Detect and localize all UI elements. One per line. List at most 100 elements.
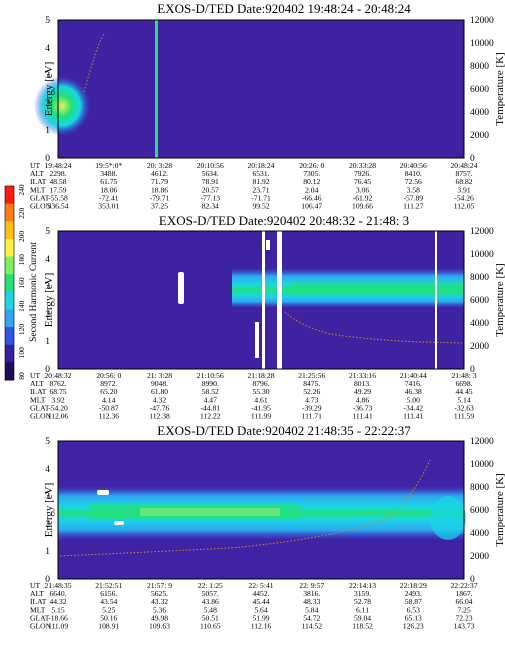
panel-2-y2tick-4: 8000 — [470, 273, 489, 283]
table-cell: 55.30 — [252, 387, 269, 396]
table-cell: 112.38 — [149, 412, 170, 421]
table-cell: 8990. — [202, 379, 219, 388]
table-cell: 80.12 — [303, 177, 320, 186]
table-cell: 8475. — [303, 379, 320, 388]
table-row-label: GLAT — [30, 193, 50, 202]
table-cell: 52.26 — [303, 387, 320, 396]
table-cell: -72.41 — [99, 193, 119, 202]
table-row-label: UT — [30, 161, 40, 170]
table-cell: 51.99 — [252, 613, 269, 622]
table-cell: 22: 5:41 — [248, 581, 273, 590]
table-cell: 1867. — [455, 589, 472, 598]
table-cell: -41.95 — [251, 403, 271, 412]
panel-2-saturation-patch-1 — [178, 272, 184, 304]
table-cell: 76.45 — [354, 177, 371, 186]
panel-3-saturation-patch-1 — [97, 490, 109, 495]
table-cell: -79.71 — [150, 193, 170, 202]
table-cell: 21:10:56 — [197, 371, 224, 380]
table-cell: -34.42 — [403, 403, 423, 412]
panel-3-y2tick-1: 2000 — [470, 552, 489, 562]
table-cell: -55.58 — [48, 193, 68, 202]
table-cell: 8013. — [354, 379, 371, 388]
table-cell: 58.52 — [202, 387, 219, 396]
table-cell: 111.41 — [403, 412, 424, 421]
colorbar-label: Second Harmonic Current — [29, 242, 39, 342]
table-cell: 19:48:24 — [44, 161, 71, 170]
panel-2-y2tick-2: 4000 — [470, 319, 489, 329]
panel-3-y2tick-4: 8000 — [470, 483, 489, 493]
table-cell: 58.87 — [405, 597, 422, 606]
table-cell: 61.80 — [151, 387, 168, 396]
panel-3-orbit-table: UT 21:48:35 21:52:51 21:57: 9 22: 1:25 22: 5:… — [30, 581, 478, 631]
colorbar-tick-label: 140 — [17, 300, 26, 312]
table-cell: 6.53 — [407, 605, 420, 614]
table-cell: 20:40:56 — [400, 161, 427, 170]
table-cell: -71.71 — [251, 193, 271, 202]
table-cell: 8410. — [405, 169, 422, 178]
table-cell: 336.54 — [48, 202, 69, 211]
panel-3-y-label: Energy [eV] — [43, 483, 55, 537]
panel-1-y2-label: Temperature [K] — [494, 52, 505, 125]
table-cell: 112.36 — [98, 412, 119, 421]
table-cell: 68.75 — [49, 387, 66, 396]
table-cell: 22:22:37 — [450, 581, 477, 590]
table-cell: 4.86 — [356, 395, 369, 404]
table-cell: 17.59 — [49, 185, 66, 194]
table-cell: 22: 1:25 — [198, 581, 223, 590]
panel-3-y2-label: Temperature [K] — [494, 473, 505, 546]
colorbar-tick-label: 120 — [17, 324, 26, 336]
table-cell: 43.86 — [202, 597, 219, 606]
table-cell: 4.47 — [204, 395, 217, 404]
table-cell: 21:25:56 — [298, 371, 325, 380]
table-cell: -66.46 — [302, 193, 322, 202]
panel-2-y-ticks: 0 1 2 3 4 5 — [45, 227, 50, 375]
panel-3-ytick-4: 4 — [45, 465, 50, 475]
table-cell: 21: 3:28 — [147, 371, 172, 380]
colorbar-tick-label: 200 — [17, 231, 26, 243]
table-cell: 6698. — [455, 379, 472, 388]
table-cell: 110.65 — [200, 622, 221, 631]
table-row-label: MLT — [30, 395, 46, 404]
panel-2-data-gap-3 — [435, 231, 437, 369]
table-cell: 8972. — [100, 379, 117, 388]
table-cell: 5.36 — [153, 605, 166, 614]
panel-2-orbit-table: UT 20:48:32 20:56: 0 21: 3:28 21:10:56 21:18:… — [30, 371, 477, 421]
table-cell: 7.25 — [457, 605, 470, 614]
panel-2-y2tick-0: 0 — [470, 365, 475, 375]
table-cell: 109.66 — [352, 202, 373, 211]
table-cell: -61.92 — [353, 193, 373, 202]
table-cell: 4.32 — [153, 395, 166, 404]
table-row-label: ALT — [30, 169, 44, 178]
table-cell: 49.98 — [151, 613, 168, 622]
panel-2-data-gap-2 — [277, 231, 282, 369]
panel-2-saturation-patch-3 — [266, 240, 270, 250]
panel-1-plot-area — [58, 20, 464, 158]
table-cell: 72.56 — [405, 177, 422, 186]
panel-3-y2tick-5: 10000 — [470, 460, 494, 470]
table-cell: 5634. — [202, 169, 219, 178]
table-cell: 6531. — [252, 169, 269, 178]
panel-3-y2tick-2: 4000 — [470, 529, 489, 539]
table-row-label: GLON — [30, 202, 52, 211]
colorbar-frame — [4, 185, 15, 381]
table-cell: 50.16 — [100, 613, 117, 622]
table-cell: 71.79 — [151, 177, 168, 186]
table-cell: 108.91 — [98, 622, 119, 631]
panel-3-y2tick-6: 12000 — [470, 437, 494, 447]
table-cell: 65.20 — [100, 387, 117, 396]
panel-1-y2tick-3: 6000 — [470, 85, 489, 95]
table-row-label: GLON — [30, 622, 52, 631]
table-cell: 3159. — [354, 589, 371, 598]
colorbar-tick-label: 160 — [17, 277, 26, 289]
colorbar-tick-label: 80 — [17, 372, 26, 380]
table-cell: 353.01 — [98, 202, 119, 211]
colorbar-tick-label: 180 — [17, 254, 26, 266]
table-cell: 111.41 — [352, 412, 373, 421]
table-cell: 20:18:24 — [247, 161, 274, 170]
panel-3-y2-ticks: 0 2000 4000 6000 8000 10000 12000 — [470, 437, 494, 585]
table-cell: 112.05 — [454, 202, 475, 211]
table-cell: 5.25 — [102, 605, 115, 614]
table-cell: -77.13 — [200, 193, 220, 202]
panel-1-noise — [58, 20, 464, 158]
